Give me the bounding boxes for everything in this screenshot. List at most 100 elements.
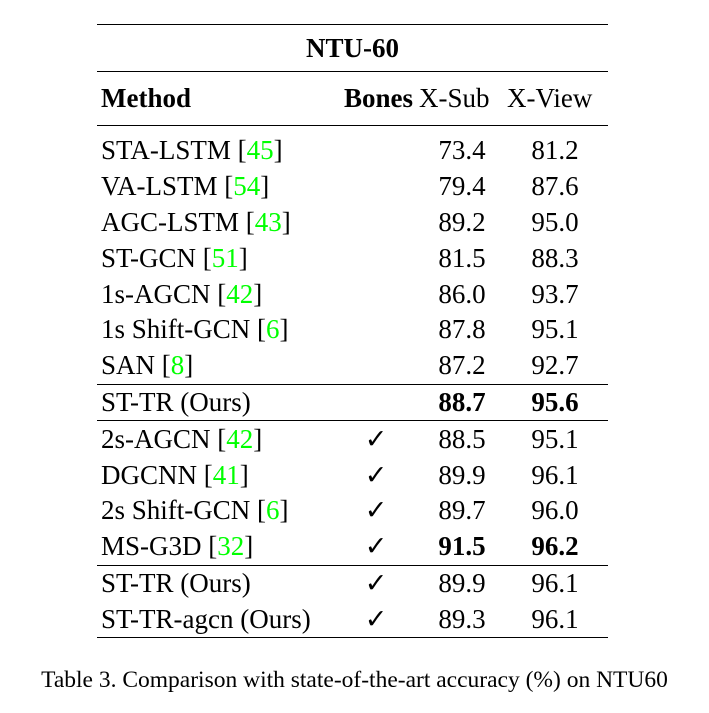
- method-cell: STA-LSTM [45]: [97, 135, 333, 166]
- citation-close: ]: [273, 135, 283, 166]
- citation-link[interactable]: 42: [226, 278, 254, 309]
- table-row: ST-TR (Ours) 88.7 95.6: [97, 385, 608, 421]
- top-rule: [97, 24, 608, 25]
- xview-cell: 96.1: [531, 567, 579, 598]
- title-rule: [97, 71, 608, 72]
- method-name: ST-TR-agcn (Ours): [101, 603, 311, 634]
- header-row: Method Bones X-Sub X-View: [97, 72, 608, 125]
- xsub-cell: 73.4: [438, 135, 486, 166]
- citation-link[interactable]: 43: [254, 206, 282, 237]
- group-rule: [97, 564, 608, 566]
- method-name: DGCNN [: [101, 459, 213, 490]
- table-row: AGC-LSTM [43] 89.2 95.0: [97, 205, 608, 241]
- citation-close: ]: [244, 531, 254, 562]
- citation-close: ]: [184, 350, 194, 381]
- citation-link[interactable]: 42: [226, 423, 254, 454]
- xview-cell: 95.0: [531, 206, 579, 237]
- citation-link[interactable]: 6: [266, 314, 280, 345]
- method-cell: SAN [8]: [97, 350, 333, 381]
- bones-check-icon: ✓: [364, 459, 388, 490]
- header-bones: Bones: [343, 83, 413, 113]
- citation-close: ]: [253, 278, 263, 309]
- xsub-cell: 89.2: [438, 206, 486, 237]
- xsub-cell: 89.3: [438, 603, 486, 634]
- method-cell: 1s-AGCN [42]: [97, 279, 333, 310]
- method-cell: DGCNN [41]: [97, 460, 333, 491]
- citation-link[interactable]: 51: [211, 242, 239, 273]
- method-name: 1s-AGCN [: [101, 278, 227, 309]
- xview-cell: 96.1: [531, 459, 579, 490]
- citation-close: ]: [238, 242, 248, 273]
- table-row: STA-LSTM [45] 73.4 81.2: [97, 133, 608, 169]
- table-row: MS-G3D [32] ✓ 91.5 96.2: [97, 529, 608, 565]
- table-caption: Table 3. Comparison with state-of-the-ar…: [41, 667, 668, 693]
- xview-cell: 96.2: [531, 531, 579, 562]
- method-cell: ST-TR (Ours): [97, 568, 333, 599]
- method-cell: MS-G3D [32]: [97, 531, 333, 562]
- header-method: Method: [101, 83, 191, 113]
- method-cell: ST-GCN [51]: [97, 243, 333, 274]
- citation-link[interactable]: 6: [266, 495, 280, 526]
- method-cell: 2s Shift-GCN [6]: [97, 495, 333, 526]
- header-rule: [97, 125, 608, 126]
- xview-cell: 81.2: [531, 135, 579, 166]
- xview-cell: 95.1: [531, 423, 579, 454]
- table-row: 2s-AGCN [42] ✓ 88.5 95.1: [97, 421, 608, 457]
- xsub-cell: 79.4: [438, 171, 486, 202]
- method-name: ST-TR (Ours): [101, 386, 251, 417]
- table-row: VA-LSTM [54] 79.4 87.6: [97, 169, 608, 205]
- method-name: 2s-AGCN [: [101, 423, 227, 454]
- bones-check-icon: ✓: [364, 495, 388, 526]
- table-body: STA-LSTM [45] 73.4 81.2 VA-LSTM [54] 79.4 87.…: [97, 126, 608, 639]
- citation-link[interactable]: 45: [246, 135, 274, 166]
- xsub-cell: 89.9: [438, 567, 486, 598]
- citation-close: ]: [281, 206, 291, 237]
- xview-cell: 92.7: [531, 350, 579, 381]
- bottom-rule: [97, 637, 608, 639]
- table-row: 1s-AGCN [42] 86.0 93.7: [97, 276, 608, 312]
- citation-close: ]: [279, 495, 289, 526]
- results-table: NTU-60 Method Bones X-Sub X-View STA-LST…: [97, 24, 608, 639]
- citation-link[interactable]: 8: [170, 350, 185, 381]
- table-row: ST-GCN [51] 81.5 88.3: [97, 240, 608, 276]
- method-name: MS-G3D [: [101, 531, 218, 562]
- method-name: ST-TR (Ours): [101, 567, 251, 598]
- table-row: DGCNN [41] ✓ 89.9 96.1: [97, 457, 608, 493]
- spacer: [97, 126, 608, 133]
- xsub-cell: 88.5: [438, 423, 486, 454]
- xview-cell: 96.0: [531, 495, 579, 526]
- method-name: STA-LSTM [: [101, 135, 247, 166]
- method-cell: AGC-LSTM [43]: [97, 207, 333, 238]
- citation-close: ]: [239, 459, 249, 490]
- xsub-cell: 88.7: [438, 386, 486, 417]
- citation-close: ]: [260, 171, 270, 202]
- method-name: SAN [: [101, 350, 171, 381]
- xview-cell: 96.1: [531, 603, 579, 634]
- xview-cell: 95.6: [531, 386, 579, 417]
- citation-link[interactable]: 32: [217, 531, 245, 562]
- method-cell: ST-TR (Ours): [97, 387, 333, 418]
- citation-link[interactable]: 54: [233, 171, 261, 202]
- xview-cell: 95.1: [531, 314, 579, 345]
- xsub-cell: 87.2: [438, 350, 486, 381]
- method-cell: VA-LSTM [54]: [97, 171, 333, 202]
- method-name: 1s Shift-GCN [: [101, 314, 267, 345]
- xsub-cell: 86.0: [438, 278, 486, 309]
- xsub-cell: 87.8: [438, 314, 486, 345]
- bones-check-icon: ✓: [364, 567, 388, 598]
- table-row: SAN [8] 87.2 92.7: [97, 348, 608, 384]
- xsub-cell: 89.7: [438, 495, 486, 526]
- bones-check-icon: ✓: [364, 603, 388, 634]
- table-row: ST-TR-agcn (Ours) ✓ 89.3 96.1: [97, 601, 608, 637]
- group-rule: [97, 420, 608, 422]
- dataset-title: NTU-60: [306, 32, 399, 63]
- header-xview: X-View: [507, 83, 593, 113]
- group-rule: [97, 383, 608, 385]
- xsub-cell: 89.9: [438, 459, 486, 490]
- xsub-cell: 81.5: [438, 242, 486, 273]
- method-name: AGC-LSTM [: [101, 206, 255, 237]
- xview-cell: 87.6: [531, 171, 579, 202]
- xview-cell: 93.7: [531, 278, 579, 309]
- citation-link[interactable]: 41: [212, 459, 240, 490]
- xview-cell: 88.3: [531, 242, 579, 273]
